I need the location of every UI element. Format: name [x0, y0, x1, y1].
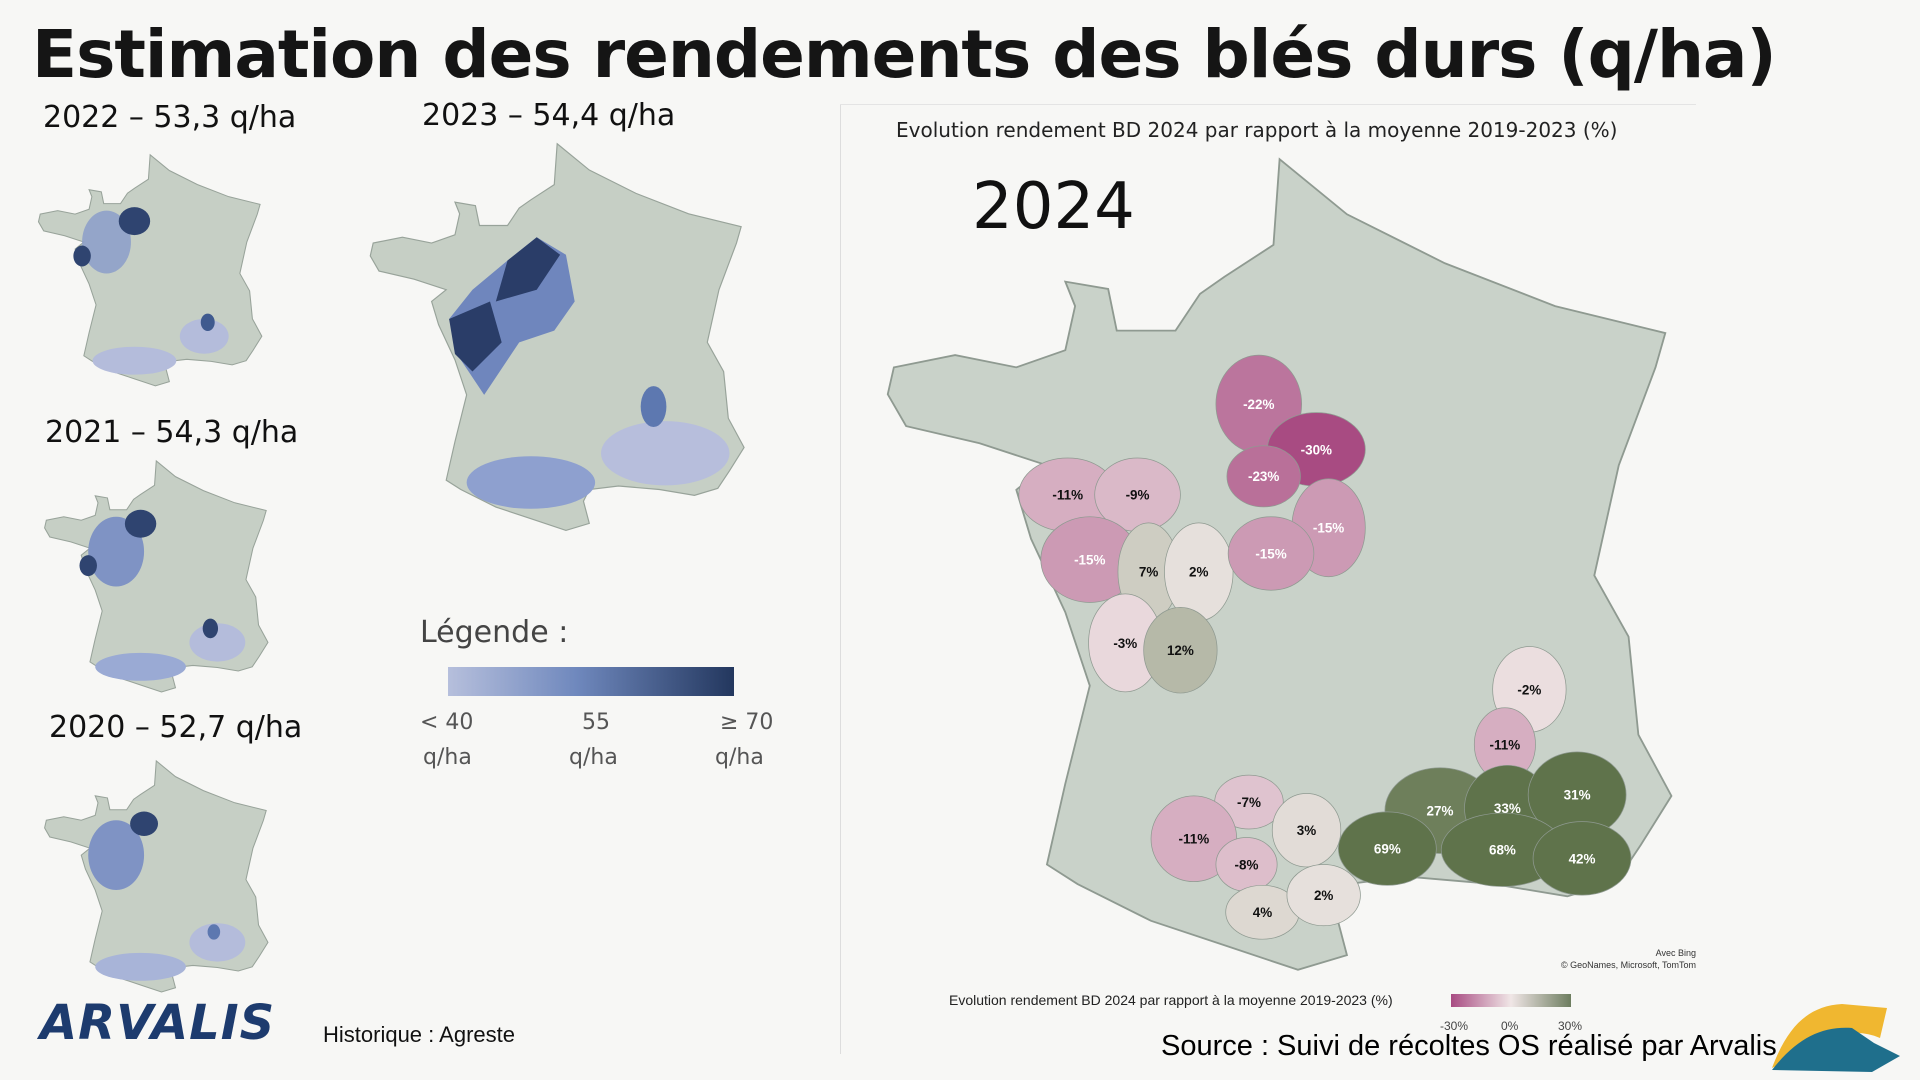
region-value-label: -15%: [1074, 552, 1105, 567]
region-value-label: 69%: [1374, 841, 1401, 856]
region-value-label: -22%: [1243, 397, 1274, 412]
scale-mid: 0%: [1501, 1019, 1519, 1033]
region-value-label: -15%: [1255, 546, 1286, 561]
region-value-label: -2%: [1517, 682, 1541, 697]
map-2021: [44, 460, 269, 693]
legend-unit-mid: q/ha: [569, 745, 618, 770]
region-value-label: 4%: [1253, 905, 1272, 920]
region-area: [1226, 445, 1301, 508]
map-2023: [369, 143, 745, 531]
region-value-label: 33%: [1494, 801, 1521, 816]
legend-max: ≥ 70: [720, 710, 774, 735]
panel-top-border: [840, 104, 1696, 105]
region-value-label: 42%: [1569, 851, 1596, 866]
scale-min: -30%: [1440, 1019, 1469, 1033]
arvalis-logo: ARVALIS: [40, 995, 276, 1051]
region-value-label: 27%: [1427, 804, 1454, 819]
arvalis-swoosh-logo: [1772, 1004, 1900, 1072]
legend-unit-max: q/ha: [715, 745, 764, 770]
region-value-label: -9%: [1126, 488, 1150, 503]
region-area: [1227, 516, 1315, 591]
region-value-label: 2%: [1314, 888, 1333, 903]
region-value-label: -7%: [1237, 795, 1261, 810]
scale-max: 30%: [1558, 1019, 1583, 1033]
map-label-2020: 2020 – 52,7 q/ha: [49, 710, 303, 745]
legend-mid: 55: [582, 710, 610, 735]
region-value-label: -30%: [1301, 442, 1332, 457]
historique-text: Historique : Agreste: [323, 1022, 515, 1047]
region-value-label: -23%: [1248, 469, 1279, 484]
region-value-label: -11%: [1179, 832, 1210, 847]
region-value-label: 68%: [1489, 843, 1516, 858]
region-value-label: 3%: [1297, 823, 1316, 838]
region-value-label: 31%: [1564, 788, 1591, 803]
legend-gradient: [448, 667, 734, 696]
legend-title: Légende :: [420, 615, 569, 650]
legend-unit-min: q/ha: [423, 745, 472, 770]
map-2024-year: 2024: [972, 170, 1135, 244]
region-area: [1286, 864, 1361, 927]
region-value-label: -11%: [1052, 488, 1083, 503]
map-2022: [37, 154, 263, 387]
attribution-credits: © GeoNames, Microsoft, TomTom: [1561, 960, 1696, 970]
page-title: Estimation des rendements des blés durs …: [32, 16, 1777, 93]
region-value-label: -8%: [1235, 857, 1259, 872]
map-2020: [44, 760, 269, 993]
map-label-2022: 2022 – 53,3 q/ha: [43, 100, 297, 135]
region-value-label: 2%: [1189, 565, 1208, 580]
region-value-label: 12%: [1167, 643, 1194, 658]
legend-min: < 40: [420, 710, 474, 735]
map-2024: -22% -30% -23% -11% -9% -15% -15% 7% 2% -15% -3% 12…: [886, 158, 1673, 971]
region-value-label: -15%: [1313, 521, 1344, 536]
source-text: Source : Suivi de récoltes OS réalisé pa…: [1161, 1030, 1777, 1062]
scale-legend-text: Evolution rendement BD 2024 par rapport …: [949, 992, 1393, 1008]
map-2024-title: Evolution rendement BD 2024 par rapport …: [896, 118, 1618, 142]
region-area: [1338, 811, 1437, 886]
region-area: [1532, 821, 1632, 896]
region-area: [1271, 793, 1342, 868]
map-label-2021: 2021 – 54,3 q/ha: [45, 415, 299, 450]
map-label-2023: 2023 – 54,4 q/ha: [422, 98, 676, 133]
region-value-label: 7%: [1139, 565, 1158, 580]
attribution-bing: Avec Bing: [1655, 948, 1696, 958]
region-value-label: -11%: [1490, 737, 1521, 752]
region-area: [1143, 606, 1218, 694]
panel-divider: [840, 104, 841, 1054]
scale-legend-gradient: [1451, 994, 1571, 1007]
region-value-label: -3%: [1113, 636, 1137, 651]
